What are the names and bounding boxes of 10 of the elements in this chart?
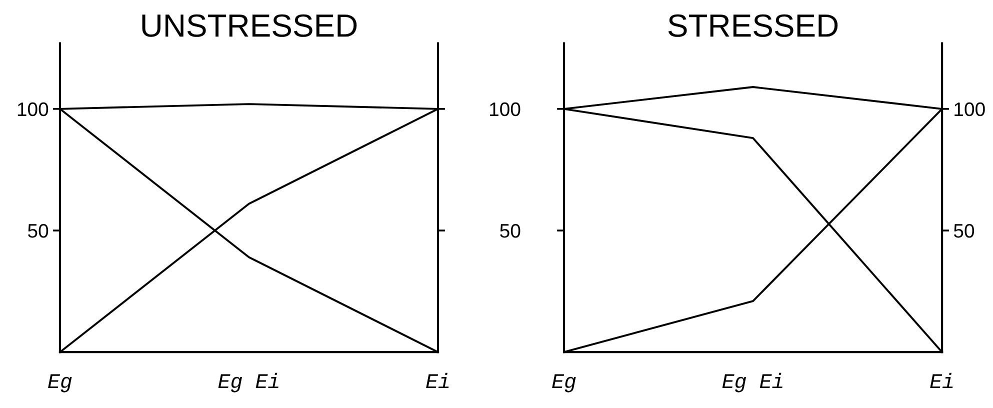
x-tick-label: Eg: [552, 374, 576, 392]
y2-tick-label: 50: [954, 224, 974, 238]
chart-title: STRESSED: [668, 14, 838, 37]
chart-title: UNSTRESSED: [142, 14, 357, 37]
x-tick-label: Ei: [930, 372, 953, 388]
x-tick-label: Eg Ei: [722, 372, 782, 392]
x-tick-label: Eg Ei: [218, 372, 278, 392]
y2-tick-label: 100: [954, 102, 985, 116]
x-tick-label: Eg: [48, 374, 72, 392]
x-tick-label: Ei: [426, 372, 449, 388]
